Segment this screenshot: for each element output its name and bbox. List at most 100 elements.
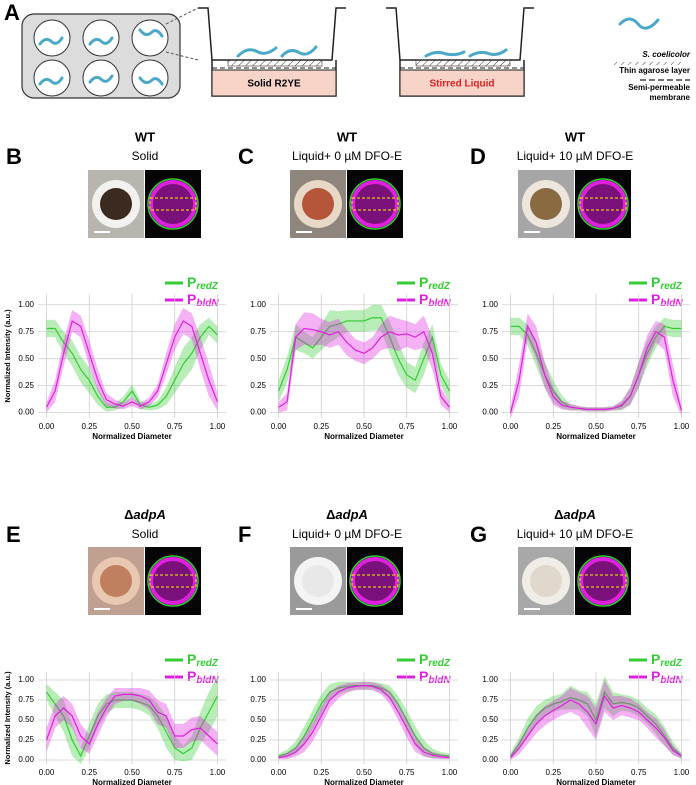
legend-agarose: Thin agarose layer — [619, 66, 690, 75]
line — [509, 324, 683, 413]
roi-box — [351, 197, 399, 211]
x-tick-label: 0.75 — [631, 768, 647, 777]
colony-center — [100, 565, 132, 597]
x-axis-label: Normalized Diameter — [556, 432, 636, 441]
line — [278, 684, 450, 759]
y-tick-label: 0.00 — [18, 755, 34, 764]
x-tick-label: 0.25 — [545, 768, 561, 777]
error-band — [46, 317, 218, 412]
roi-box — [149, 197, 197, 211]
x-axis-label: Normalized Diameter — [92, 778, 172, 785]
fluorescence-ring — [149, 180, 197, 228]
panel-title: ΔadpA — [554, 507, 596, 522]
fluorescence-edge — [577, 178, 629, 230]
y-tick-label: 0.50 — [18, 715, 34, 724]
y-tick-label: 0.25 — [18, 735, 34, 744]
colony-center — [530, 188, 562, 220]
y-tick-label: 0.75 — [250, 327, 266, 336]
line — [278, 327, 450, 408]
panel-letter: B — [6, 144, 22, 169]
x-tick-label: 0.50 — [356, 422, 372, 431]
panel-title: WT — [337, 129, 357, 144]
y-tick-label: 0.75 — [250, 695, 266, 704]
legend-membrane: Semi-permeable — [628, 83, 690, 92]
legend-label: PbldN — [419, 668, 451, 686]
y-tick-label: 0.25 — [482, 735, 498, 744]
line — [46, 691, 218, 758]
fluorescence-ring — [351, 180, 399, 228]
legend-label: PredZ — [187, 274, 219, 292]
x-tick-label: 0.25 — [313, 768, 329, 777]
panel-subtitle: Solid — [132, 149, 159, 163]
x-tick-label: 1.00 — [674, 422, 690, 431]
x-axis-label: Normalized Diameter — [556, 778, 636, 785]
legend-label: PbldN — [187, 291, 219, 309]
fluorescence-edge — [147, 178, 199, 230]
panel-title: ΔadpA — [326, 507, 368, 522]
x-axis-label: Normalized Diameter — [324, 778, 404, 785]
x-tick-label: 0.75 — [399, 768, 415, 777]
y-tick-label: 0.00 — [250, 755, 266, 764]
legend-label: PredZ — [651, 651, 683, 669]
y-tick-label: 0.75 — [482, 695, 498, 704]
line — [46, 320, 219, 408]
roi-box — [579, 574, 627, 588]
panel-title: WT — [135, 129, 155, 144]
line — [277, 317, 450, 392]
solid-medium — [211, 69, 337, 97]
x-tick-label: 0.50 — [356, 768, 372, 777]
y-axis-label: Normalized Intensity (a.u.) — [3, 309, 12, 403]
colony-center — [302, 188, 334, 220]
chart-panel: EΔadpASolidPredZPbldN0.000.250.500.751.0… — [3, 507, 226, 785]
zoom-line — [165, 51, 199, 61]
error-band — [510, 313, 682, 418]
x-tick-label: 1.00 — [674, 768, 690, 777]
fluorescence-edge — [349, 178, 401, 230]
y-tick-label: 0.25 — [250, 381, 266, 390]
colony-center — [530, 565, 562, 597]
x-tick-label: 0.25 — [81, 768, 97, 777]
x-tick-label: 0.75 — [167, 422, 183, 431]
roi-box — [579, 197, 627, 211]
y-tick-label: 0.25 — [250, 735, 266, 744]
y-tick-label: 1.00 — [482, 675, 498, 684]
colony-center — [302, 565, 334, 597]
line — [45, 693, 218, 746]
x-tick-label: 0.00 — [503, 768, 519, 777]
fluorescence-ring — [579, 557, 627, 605]
fluorescence-ring — [579, 180, 627, 228]
x-tick-label: 0.00 — [271, 768, 287, 777]
x-tick-label: 0.00 — [39, 768, 55, 777]
zoom-line — [165, 7, 199, 25]
y-tick-label: 0.00 — [250, 408, 266, 417]
error-band — [510, 680, 682, 760]
y-tick-label: 0.50 — [250, 715, 266, 724]
x-tick-label: 0.50 — [588, 422, 604, 431]
x-tick-label: 1.00 — [210, 768, 226, 777]
x-tick-label: 0.75 — [631, 422, 647, 431]
x-tick-label: 0.25 — [81, 422, 97, 431]
panel-a: A Solid R2YE Stirred Liquid S. coelicolo… — [4, 0, 691, 102]
medium-label: Stirred Liquid — [430, 79, 495, 90]
y-tick-label: 0.75 — [18, 695, 34, 704]
line — [510, 690, 682, 757]
x-tick-label: 0.75 — [399, 422, 415, 431]
wells — [33, 19, 169, 97]
panel-letter: E — [6, 522, 21, 547]
y-tick-label: 0.25 — [482, 381, 498, 390]
x-tick-label: 0.75 — [167, 768, 183, 777]
panel-subtitle: Liquid+ 10 µM DFO-E — [517, 149, 634, 163]
error-band — [278, 681, 450, 759]
error-band — [46, 308, 218, 413]
panel-subtitle: Liquid+ 0 µM DFO-E — [292, 149, 402, 163]
x-tick-label: 1.00 — [210, 422, 226, 431]
legend-label: PredZ — [187, 651, 219, 669]
y-tick-label: 0.50 — [482, 354, 498, 363]
y-tick-label: 0.50 — [250, 354, 266, 363]
x-axis-label: Normalized Diameter — [92, 432, 172, 441]
